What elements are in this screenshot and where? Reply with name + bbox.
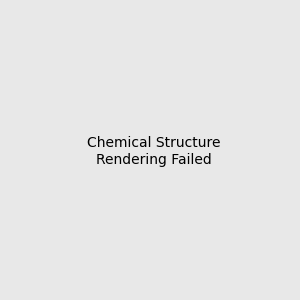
- Text: Chemical Structure
Rendering Failed: Chemical Structure Rendering Failed: [87, 136, 220, 166]
